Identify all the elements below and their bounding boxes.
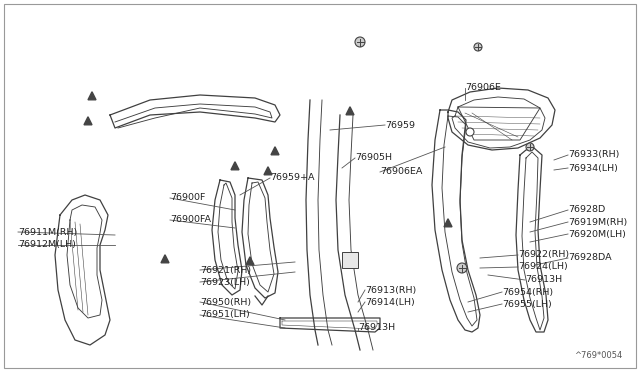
Text: 76919M(RH): 76919M(RH): [568, 218, 627, 227]
Text: 76924(LH): 76924(LH): [518, 263, 568, 272]
Polygon shape: [444, 219, 452, 227]
Text: 76923(LH): 76923(LH): [200, 278, 250, 286]
Text: 76920M(LH): 76920M(LH): [568, 230, 626, 238]
Text: 76906EA: 76906EA: [380, 167, 422, 176]
Circle shape: [355, 37, 365, 47]
Text: 76934(LH): 76934(LH): [568, 164, 618, 173]
Text: 76914(LH): 76914(LH): [365, 298, 415, 307]
Text: 76951(LH): 76951(LH): [200, 311, 250, 320]
Text: 76921(RH): 76921(RH): [200, 266, 251, 275]
Polygon shape: [88, 92, 96, 100]
Text: 76906E: 76906E: [465, 83, 501, 93]
Text: 76911M(RH): 76911M(RH): [18, 228, 77, 237]
Text: 76900FA: 76900FA: [170, 215, 211, 224]
Text: 76900F: 76900F: [170, 193, 205, 202]
Polygon shape: [231, 162, 239, 170]
Circle shape: [466, 128, 474, 136]
Text: 76950(RH): 76950(RH): [200, 298, 251, 307]
Text: 76959+A: 76959+A: [270, 173, 314, 183]
Text: 76955(LH): 76955(LH): [502, 299, 552, 308]
Circle shape: [474, 43, 482, 51]
Polygon shape: [271, 147, 279, 155]
Circle shape: [526, 143, 534, 151]
Text: 76933(RH): 76933(RH): [568, 151, 620, 160]
Text: 76913H: 76913H: [358, 324, 395, 333]
Text: 76912M(LH): 76912M(LH): [18, 241, 76, 250]
Text: 76959: 76959: [385, 121, 415, 129]
Text: 76928DA: 76928DA: [568, 253, 612, 263]
Text: 76905H: 76905H: [355, 154, 392, 163]
Text: ^769*0054: ^769*0054: [573, 351, 622, 360]
Text: 76954(RH): 76954(RH): [502, 288, 553, 296]
Polygon shape: [84, 117, 92, 125]
Polygon shape: [246, 257, 254, 265]
Text: 76928D: 76928D: [568, 205, 605, 215]
Text: 76913H: 76913H: [525, 276, 562, 285]
Polygon shape: [264, 167, 272, 175]
Polygon shape: [346, 107, 354, 115]
Polygon shape: [161, 255, 169, 263]
Text: 76913(RH): 76913(RH): [365, 285, 416, 295]
Circle shape: [457, 263, 467, 273]
Bar: [342, 252, 358, 268]
Text: 76922(RH): 76922(RH): [518, 250, 569, 260]
